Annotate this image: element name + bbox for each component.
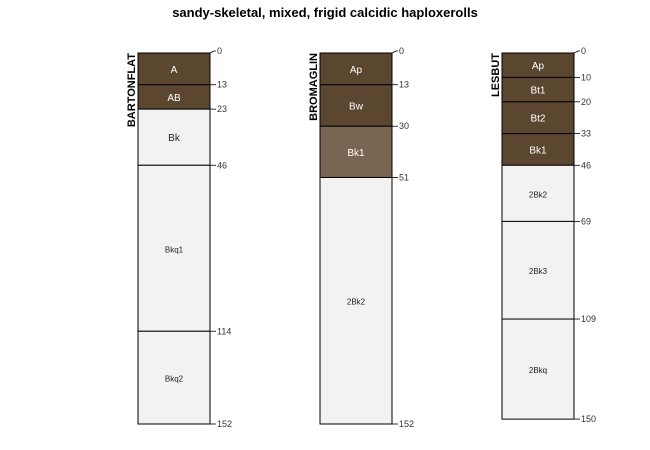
horizon-label: AB — [167, 93, 181, 104]
horizon-label: Ap — [350, 65, 363, 76]
horizon-label: Bk1 — [347, 148, 365, 159]
horizon-label: 2Bkq — [529, 366, 547, 375]
horizon — [137, 164, 211, 332]
horizon — [319, 176, 393, 425]
chart-title: sandy-skeletal, mixed, frigid calcidic h… — [172, 5, 478, 20]
profile-name: BARTONFLAT — [126, 53, 138, 127]
horizon — [501, 318, 575, 420]
depth-label: 23 — [217, 104, 227, 114]
depth-label: 152 — [217, 419, 232, 429]
depth-label: 46 — [581, 160, 591, 170]
depth-label: 13 — [217, 80, 227, 90]
horizon — [319, 84, 393, 127]
depth-label: 51 — [399, 172, 409, 182]
horizon-label: Bk — [168, 133, 181, 144]
horizon-label: Bt2 — [530, 114, 545, 125]
horizon-label: Bw — [349, 101, 364, 112]
profile-name: LESBUT — [490, 53, 502, 97]
profile-name: BROMAGLIN — [308, 53, 320, 121]
depth-label: 0 — [581, 46, 586, 56]
depth-label: 0 — [399, 46, 404, 56]
depth-tick — [573, 50, 580, 54]
depth-label: 46 — [217, 160, 227, 170]
horizon — [137, 108, 211, 166]
depth-label: 109 — [581, 314, 596, 324]
depth-label: 20 — [581, 97, 591, 107]
horizon-label: Bkq1 — [165, 245, 184, 254]
depth-tick — [391, 50, 398, 54]
horizon-label: 2Bk2 — [529, 190, 548, 199]
horizon-label: 2Bk3 — [529, 267, 548, 276]
horizon — [137, 84, 211, 110]
horizon-label: Bk1 — [529, 145, 547, 156]
depth-label: 114 — [217, 326, 231, 336]
horizon-label: A — [171, 65, 178, 76]
horizon — [501, 164, 575, 222]
horizon — [319, 125, 393, 178]
horizon-label: Bkq2 — [165, 375, 184, 384]
horizon — [501, 101, 575, 135]
depth-label: 69 — [581, 216, 591, 226]
horizon — [319, 52, 393, 86]
horizon-label: 2Bk2 — [347, 298, 366, 307]
horizon — [137, 330, 211, 425]
depth-tick — [209, 50, 216, 54]
horizon — [501, 220, 575, 320]
depth-label: 0 — [217, 46, 222, 56]
horizon-label: Bt1 — [530, 86, 545, 97]
depth-label: 150 — [581, 414, 596, 424]
horizon — [137, 52, 211, 86]
depth-label: 30 — [399, 121, 409, 131]
depth-label: 13 — [399, 80, 409, 90]
horizon-label: Ap — [532, 61, 545, 72]
depth-label: 33 — [581, 129, 591, 139]
depth-label: 10 — [581, 72, 591, 82]
depth-label: 152 — [399, 419, 414, 429]
